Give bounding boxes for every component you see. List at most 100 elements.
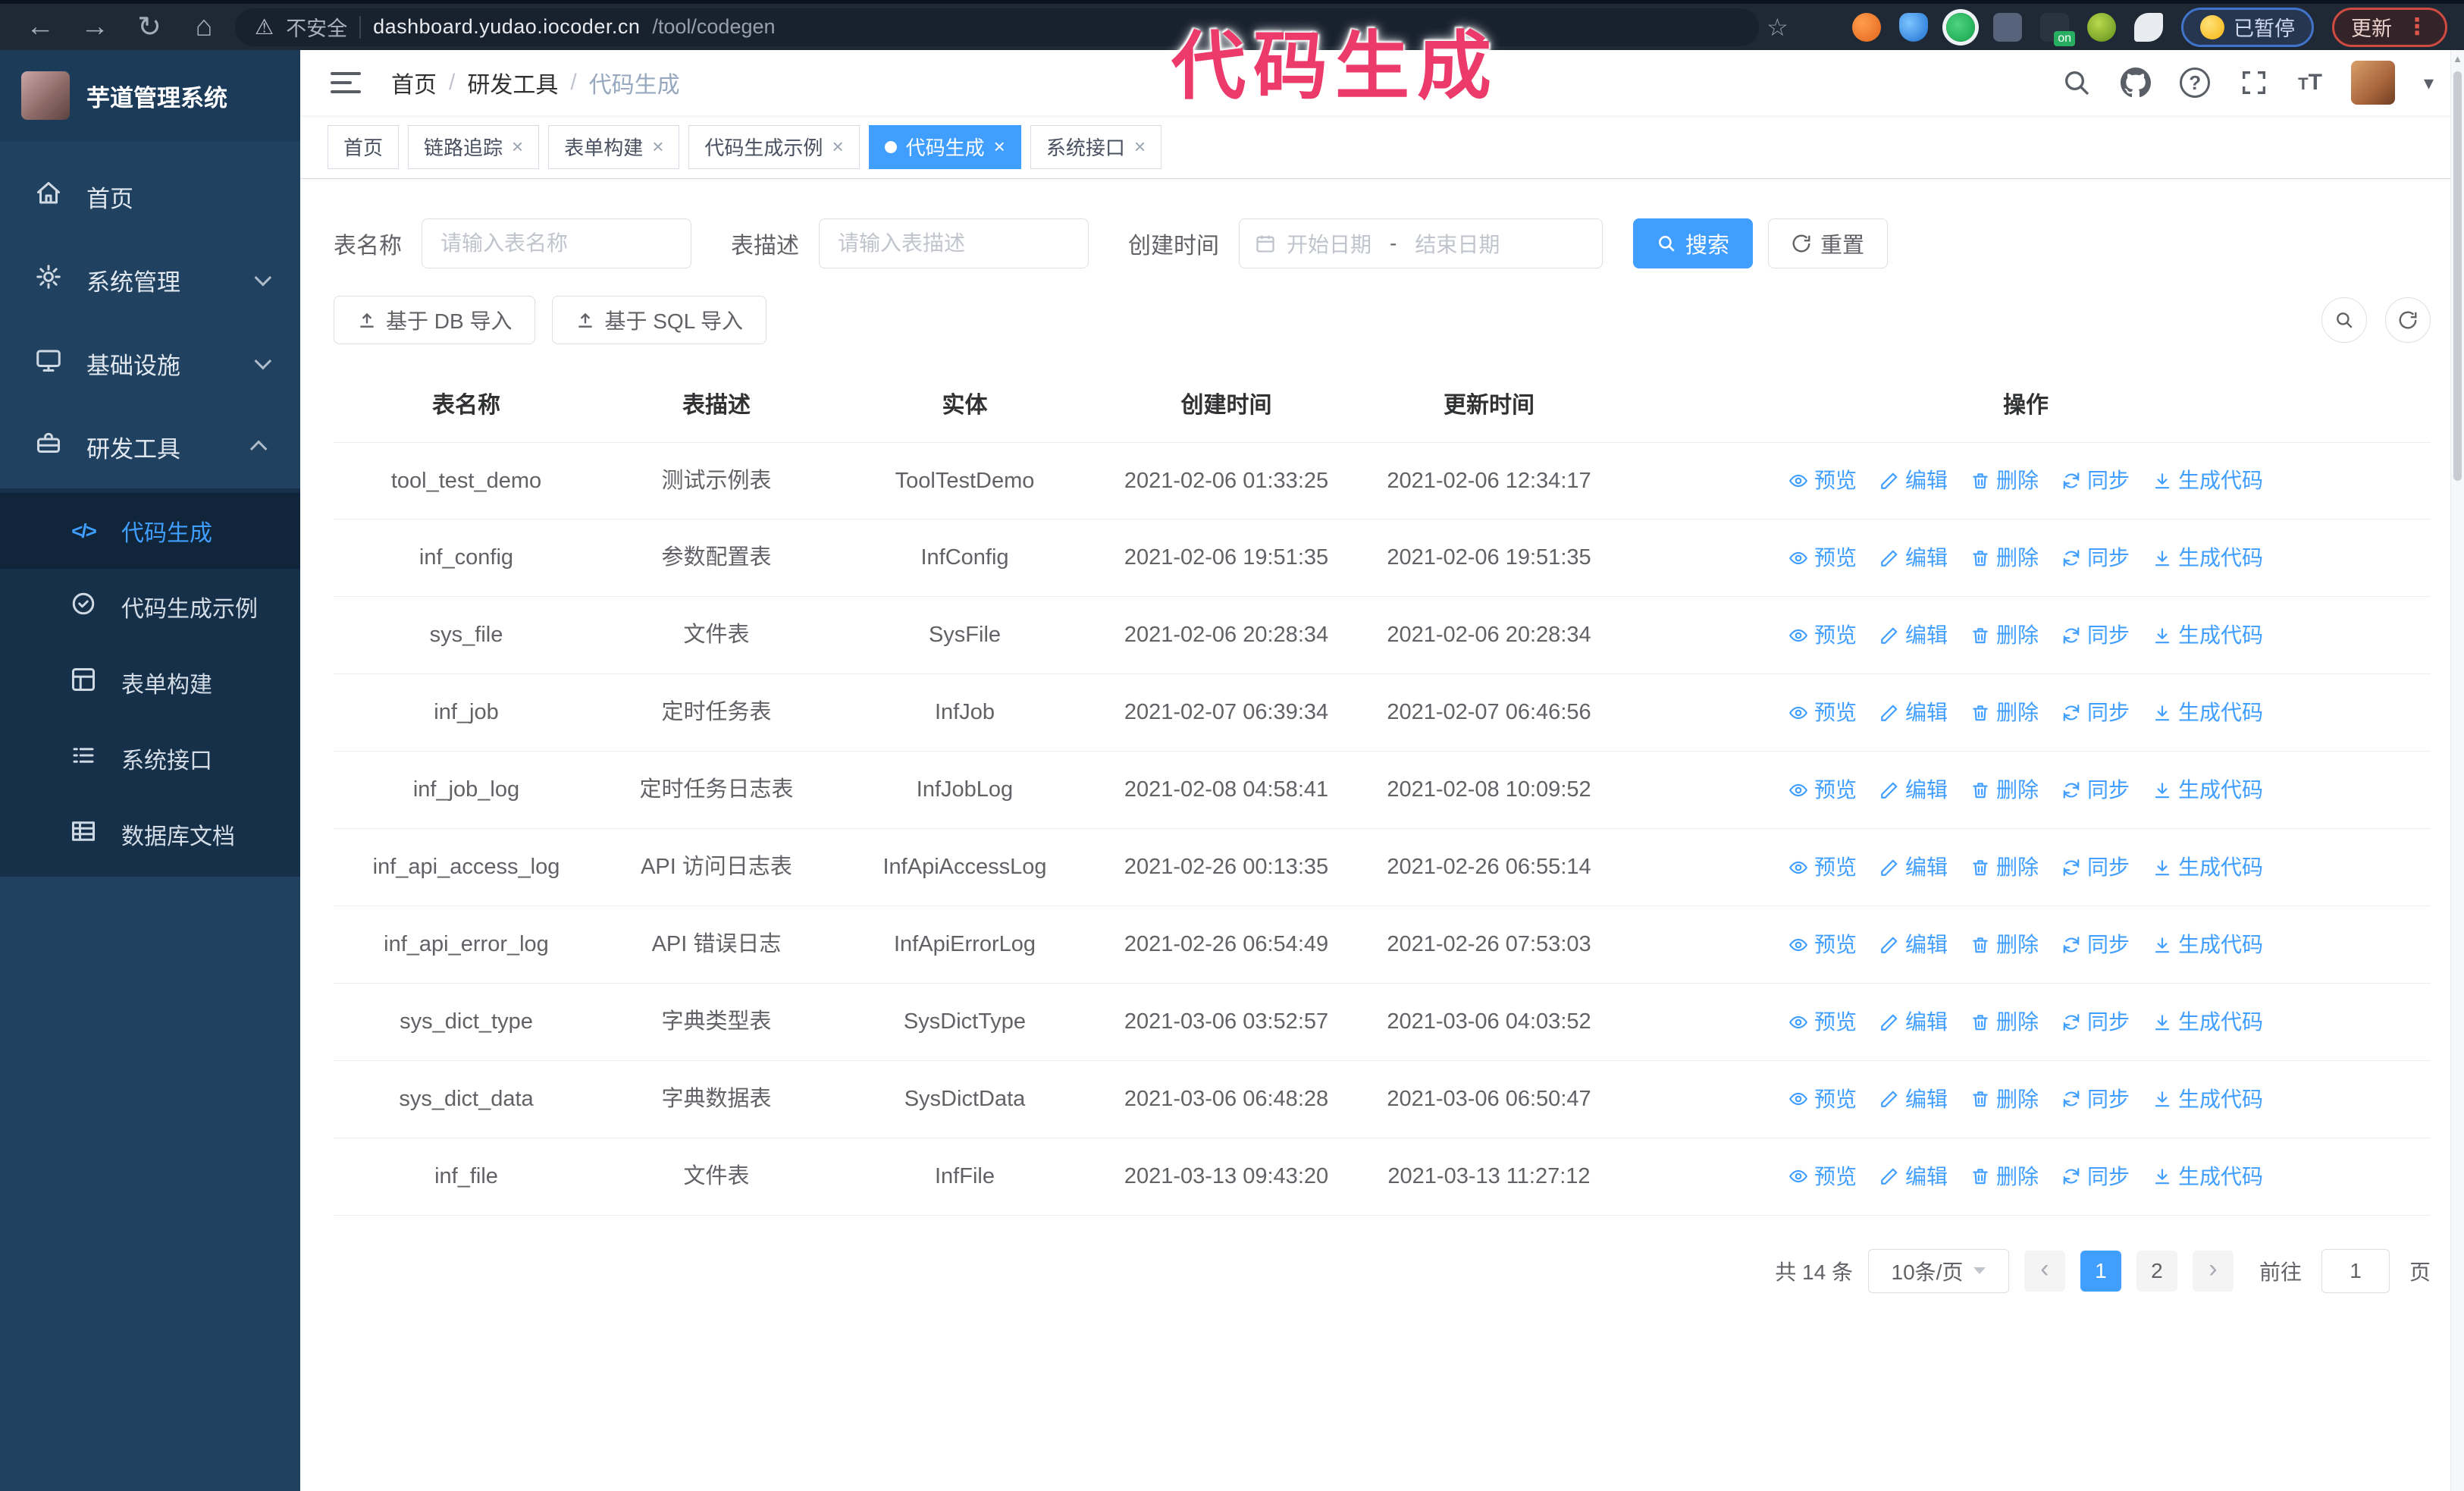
prev-page-button[interactable]: ‹ bbox=[2024, 1250, 2065, 1292]
table-name-input[interactable] bbox=[422, 218, 691, 268]
import-sql-button[interactable]: 基于 SQL 导入 bbox=[552, 296, 767, 344]
action-同步[interactable]: 同步 bbox=[2061, 464, 2130, 497]
action-同步[interactable]: 同步 bbox=[2061, 1006, 2130, 1038]
date-range-picker[interactable]: 开始日期 - 结束日期 bbox=[1239, 218, 1603, 268]
github-icon[interactable] bbox=[2121, 67, 2152, 98]
sidebar-subitem-代码生成[interactable]: </> 代码生成 bbox=[0, 493, 300, 569]
action-同步[interactable]: 同步 bbox=[2061, 1160, 2130, 1193]
tab-代码生成[interactable]: 代码生成 × bbox=[868, 124, 1021, 169]
action-预览[interactable]: 预览 bbox=[1788, 1160, 1857, 1193]
scrollbar-up-arrow-icon[interactable]: ▲ bbox=[2453, 53, 2462, 64]
extension-puzzle-icon[interactable] bbox=[2134, 12, 2163, 42]
action-生成代码[interactable]: 生成代码 bbox=[2152, 696, 2263, 729]
sidebar-toggle-icon[interactable] bbox=[331, 72, 361, 93]
refresh-table-button[interactable] bbox=[2385, 297, 2431, 343]
action-生成代码[interactable]: 生成代码 bbox=[2152, 928, 2263, 961]
action-同步[interactable]: 同步 bbox=[2061, 696, 2130, 729]
action-生成代码[interactable]: 生成代码 bbox=[2152, 619, 2263, 651]
page-scrollbar[interactable]: ▲ bbox=[2450, 50, 2464, 1491]
browser-forward-icon[interactable]: → bbox=[80, 11, 109, 42]
user-menu-caret-icon[interactable]: ▾ bbox=[2423, 71, 2434, 94]
tab-close-icon[interactable]: × bbox=[832, 135, 844, 158]
breadcrumb-devtools[interactable]: 研发工具 bbox=[467, 73, 559, 98]
action-生成代码[interactable]: 生成代码 bbox=[2152, 464, 2263, 497]
table-desc-input[interactable] bbox=[819, 218, 1089, 268]
action-预览[interactable]: 预览 bbox=[1788, 541, 1857, 574]
action-生成代码[interactable]: 生成代码 bbox=[2152, 774, 2263, 806]
sidebar-item-首页[interactable]: 首页 bbox=[0, 155, 300, 238]
page-button-2[interactable]: 2 bbox=[2136, 1250, 2177, 1292]
action-删除[interactable]: 删除 bbox=[1970, 1006, 2039, 1038]
action-同步[interactable]: 同步 bbox=[2061, 774, 2130, 806]
extension-icon[interactable] bbox=[2087, 12, 2116, 42]
action-生成代码[interactable]: 生成代码 bbox=[2152, 1006, 2263, 1038]
reset-button[interactable]: 重置 bbox=[1768, 218, 1889, 268]
action-编辑[interactable]: 编辑 bbox=[1879, 1160, 1948, 1193]
action-预览[interactable]: 预览 bbox=[1788, 464, 1857, 497]
sidebar-subitem-系统接口[interactable]: 系统接口 bbox=[0, 720, 300, 796]
sidebar-item-研发工具[interactable]: 研发工具 bbox=[0, 405, 300, 488]
action-预览[interactable]: 预览 bbox=[1788, 851, 1857, 884]
sidebar-subitem-表单构建[interactable]: 表单构建 bbox=[0, 645, 300, 720]
action-删除[interactable]: 删除 bbox=[1970, 928, 2039, 961]
action-删除[interactable]: 删除 bbox=[1970, 851, 2039, 884]
action-编辑[interactable]: 编辑 bbox=[1879, 928, 1948, 961]
tab-代码生成示例[interactable]: 代码生成示例 × bbox=[688, 124, 860, 169]
sidebar-item-基础设施[interactable]: 基础设施 bbox=[0, 322, 300, 405]
profile-paused-badge[interactable]: 已暂停 bbox=[2181, 7, 2314, 47]
browser-back-icon[interactable]: ← bbox=[26, 11, 55, 42]
action-编辑[interactable]: 编辑 bbox=[1879, 1006, 1948, 1038]
action-预览[interactable]: 预览 bbox=[1788, 696, 1857, 729]
extension-icon[interactable] bbox=[1946, 12, 1975, 42]
font-size-icon[interactable]: TT bbox=[2298, 70, 2322, 95]
tab-系统接口[interactable]: 系统接口 × bbox=[1030, 124, 1162, 169]
action-删除[interactable]: 删除 bbox=[1970, 541, 2039, 574]
sidebar-subitem-代码生成示例[interactable]: 代码生成示例 bbox=[0, 569, 300, 645]
extension-icon[interactable] bbox=[1899, 12, 1928, 42]
tab-close-icon[interactable]: × bbox=[652, 135, 664, 158]
scrollbar-thumb[interactable] bbox=[2453, 71, 2462, 481]
sidebar-subitem-数据库文档[interactable]: 数据库文档 bbox=[0, 796, 300, 872]
action-预览[interactable]: 预览 bbox=[1788, 619, 1857, 651]
action-编辑[interactable]: 编辑 bbox=[1879, 851, 1948, 884]
fullscreen-icon[interactable] bbox=[2239, 67, 2269, 98]
action-编辑[interactable]: 编辑 bbox=[1879, 696, 1948, 729]
extension-icon[interactable] bbox=[1993, 12, 2022, 42]
action-删除[interactable]: 删除 bbox=[1970, 696, 2039, 729]
action-删除[interactable]: 删除 bbox=[1970, 774, 2039, 806]
action-同步[interactable]: 同步 bbox=[2061, 1083, 2130, 1116]
search-button[interactable]: 搜索 bbox=[1633, 218, 1754, 268]
page-button-1[interactable]: 1 bbox=[2080, 1250, 2121, 1292]
action-同步[interactable]: 同步 bbox=[2061, 928, 2130, 961]
page-size-select[interactable]: 10条/页 bbox=[1867, 1248, 2009, 1293]
action-生成代码[interactable]: 生成代码 bbox=[2152, 851, 2263, 884]
search-icon[interactable] bbox=[2061, 67, 2092, 98]
tab-表单构建[interactable]: 表单构建 × bbox=[548, 124, 680, 169]
browser-home-icon[interactable]: ⌂ bbox=[195, 11, 213, 42]
action-编辑[interactable]: 编辑 bbox=[1879, 541, 1948, 574]
action-编辑[interactable]: 编辑 bbox=[1879, 774, 1948, 806]
browser-update-button[interactable]: 更新 ⋮ bbox=[2332, 7, 2447, 47]
tab-close-icon[interactable]: × bbox=[993, 135, 1005, 158]
goto-page-input[interactable] bbox=[2321, 1248, 2390, 1293]
action-编辑[interactable]: 编辑 bbox=[1879, 464, 1948, 497]
action-生成代码[interactable]: 生成代码 bbox=[2152, 541, 2263, 574]
user-avatar[interactable] bbox=[2350, 61, 2395, 105]
action-删除[interactable]: 删除 bbox=[1970, 1083, 2039, 1116]
action-删除[interactable]: 删除 bbox=[1970, 464, 2039, 497]
action-生成代码[interactable]: 生成代码 bbox=[2152, 1160, 2263, 1193]
action-预览[interactable]: 预览 bbox=[1788, 928, 1857, 961]
action-预览[interactable]: 预览 bbox=[1788, 1006, 1857, 1038]
sidebar-logo[interactable]: 芋道管理系统 bbox=[0, 50, 300, 141]
action-删除[interactable]: 删除 bbox=[1970, 1160, 2039, 1193]
action-预览[interactable]: 预览 bbox=[1788, 774, 1857, 806]
import-db-button[interactable]: 基于 DB 导入 bbox=[334, 296, 536, 344]
browser-menu-icon[interactable]: ⋮ bbox=[2406, 14, 2428, 39]
tab-close-icon[interactable]: × bbox=[1133, 135, 1146, 158]
bookmark-star-icon[interactable]: ☆ bbox=[1766, 13, 1788, 41]
address-bar[interactable]: ⚠ 不安全 dashboard.yudao.iocoder.cn/tool/co… bbox=[235, 8, 1759, 46]
sidebar-item-系统管理[interactable]: 系统管理 bbox=[0, 238, 300, 322]
next-page-button[interactable]: › bbox=[2192, 1250, 2234, 1292]
hide-search-button[interactable] bbox=[2321, 297, 2367, 343]
action-预览[interactable]: 预览 bbox=[1788, 1083, 1857, 1116]
